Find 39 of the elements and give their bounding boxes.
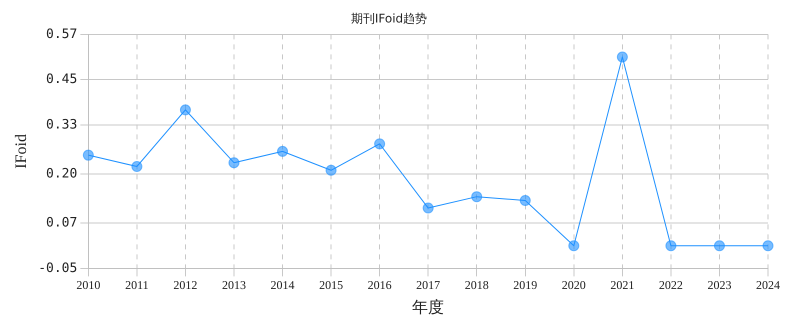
x-tick-label: 2018 [464,278,489,292]
chart-title: 期刊IFoid趋势 [350,11,428,26]
y-tick-label: 0.57 [46,26,78,42]
y-tick-label: 0.45 [46,72,78,88]
point [131,160,142,172]
x-tick-label: 2020 [562,278,586,292]
point [714,240,725,252]
x-tick-label: 2010 [76,278,100,292]
y-tick-label: -0.05 [38,260,78,276]
point [471,191,482,202]
point [277,146,288,157]
x-tick-label: 2024 [756,278,780,292]
x-tick-label: 2011 [125,278,149,292]
x-tick-label: 2012 [173,278,198,292]
x-tick-label: 2021 [610,278,634,292]
point [374,138,386,150]
point [82,150,94,161]
x-axis-title: 年度 [412,298,444,317]
y-tick-label: 0.07 [46,215,78,230]
point [762,240,774,252]
x-tick-label: 2019 [513,278,538,292]
point [520,194,531,206]
y-axis-title: IFoid [12,134,30,169]
x-tick-label: 2017 [416,278,440,292]
y-tick-label: 0.33 [46,117,78,132]
x-tick-label: 2014 [270,278,295,292]
point [665,240,676,252]
point [180,104,191,116]
point [228,157,240,168]
point [568,240,580,252]
point [422,202,434,214]
x-tick-label: 2022 [658,278,683,292]
x-tick-label: 2023 [707,278,732,292]
point [616,52,628,63]
x-tick-label: 2016 [368,278,392,292]
point [326,164,337,176]
x-tick-label: 2015 [319,278,344,292]
y-tick-label: 0.20 [46,166,78,182]
x-tick-label: 2013 [222,278,246,292]
